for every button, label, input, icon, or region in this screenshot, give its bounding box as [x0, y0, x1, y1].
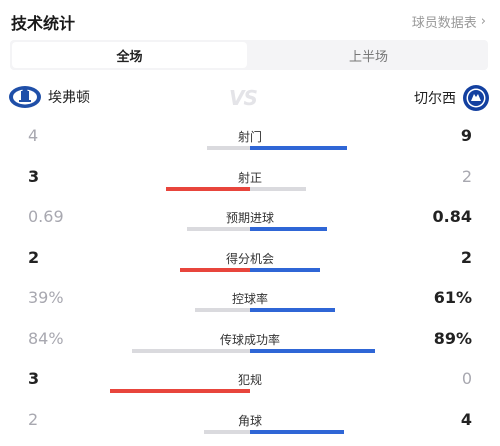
home-stat-value: 3 [28, 369, 39, 388]
stat-label: 犯规 [150, 371, 350, 388]
home-stat-bar [132, 349, 250, 353]
home-stat-value: 84% [28, 329, 64, 348]
player-stats-link-label: 球员数据表 [412, 12, 477, 31]
player-stats-link[interactable]: 球员数据表 › [412, 12, 486, 31]
stat-row: 2 得分机会 2 [0, 244, 500, 285]
away-stat-bar [250, 349, 375, 353]
stat-row: 0.69 预期进球 0.84 [0, 203, 500, 244]
home-stat-bar [207, 146, 250, 150]
home-stat-value: 0.69 [28, 207, 64, 226]
home-stat-value: 3 [28, 167, 39, 186]
everton-crest-icon [8, 84, 42, 110]
away-stat-bar [250, 146, 347, 150]
away-team-name: 切尔西 [414, 88, 456, 108]
tab-first-half[interactable]: 上半场 [251, 42, 486, 68]
stat-row: 3 射正 2 [0, 163, 500, 204]
away-stat-bar [250, 187, 306, 191]
chevron-right-icon: › [481, 14, 486, 29]
stat-row: 39% 控球率 61% [0, 284, 500, 325]
away-stat-value: 0.84 [433, 207, 472, 226]
away-stat-value: 9 [461, 126, 472, 145]
stat-label: 射正 [150, 169, 350, 186]
stats-list: 4 射门 9 3 射正 2 0.69 预期进球 0.84 2 得分机会 2 39% 控球率 61% 84% 传球… [0, 122, 500, 446]
stat-row: 4 射门 9 [0, 122, 500, 163]
home-stat-bar [204, 430, 250, 434]
away-stat-value: 0 [462, 369, 472, 388]
home-stat-value: 39% [28, 288, 64, 307]
stat-row: 3 犯规 0 [0, 365, 500, 406]
vs-mark: VS [229, 86, 257, 110]
away-stat-value: 4 [461, 410, 472, 429]
stat-label: 预期进球 [150, 209, 350, 226]
tab-full-match[interactable]: 全场 [12, 42, 247, 68]
home-team-name: 埃弗顿 [48, 87, 90, 107]
stat-label: 射门 [150, 128, 350, 145]
stat-label: 角球 [150, 412, 350, 429]
stats-header: 技术统计 球员数据表 › [0, 0, 500, 40]
home-stat-bar [195, 308, 250, 312]
home-stat-value: 2 [28, 248, 39, 267]
home-stat-value: 4 [28, 126, 38, 145]
away-stat-value: 2 [462, 167, 472, 186]
away-stat-value: 61% [434, 288, 472, 307]
home-stat-bar [166, 187, 250, 191]
home-stat-bar [110, 389, 250, 393]
chelsea-crest-icon [462, 84, 490, 112]
home-stat-bar [180, 268, 250, 272]
away-team: 切尔西 [414, 84, 490, 112]
home-stat-value: 2 [28, 410, 38, 429]
away-stat-bar [250, 268, 320, 272]
away-stat-bar [250, 430, 344, 434]
stat-label: 控球率 [150, 290, 350, 307]
home-stat-bar [187, 227, 250, 231]
home-team: 埃弗顿 [8, 84, 90, 110]
away-stat-value: 2 [461, 248, 472, 267]
period-tabs: 全场 上半场 [10, 40, 488, 70]
stat-label: 传球成功率 [150, 331, 350, 348]
away-stat-bar [250, 227, 327, 231]
away-stat-value: 89% [434, 329, 472, 348]
stat-label: 得分机会 [150, 250, 350, 267]
stat-row: 84% 传球成功率 89% [0, 325, 500, 366]
page-title: 技术统计 [11, 10, 75, 34]
teams-row: 埃弗顿 VS 切尔西 [0, 82, 500, 114]
away-stat-bar [250, 308, 335, 312]
